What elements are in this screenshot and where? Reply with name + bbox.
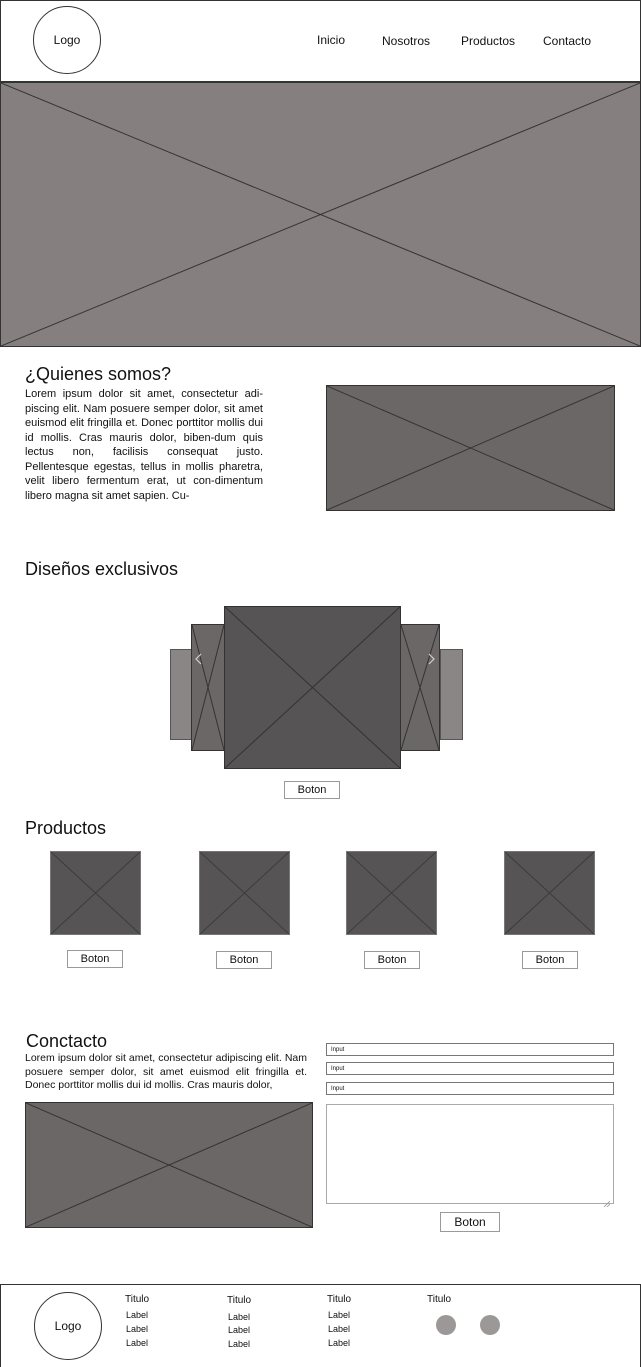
footer-link[interactable]: Label	[228, 1339, 251, 1349]
carousel-slide-far-right	[440, 649, 463, 740]
footer-link[interactable]: Label	[328, 1338, 351, 1348]
contact-input-3[interactable]: Input	[326, 1082, 614, 1095]
contact-input-1[interactable]: Input	[326, 1043, 614, 1056]
product-button[interactable]: Boton	[522, 951, 578, 969]
contact-textarea[interactable]	[326, 1104, 614, 1208]
product-image	[199, 851, 290, 935]
footer-logo[interactable]: Logo	[34, 1292, 102, 1360]
product-button[interactable]: Boton	[216, 951, 272, 969]
about-image	[326, 385, 615, 511]
footer-link[interactable]: Label	[328, 1324, 351, 1334]
nav-inicio[interactable]: Inicio	[317, 33, 346, 47]
logo-text: Logo	[53, 33, 81, 47]
products-title: Productos	[25, 818, 107, 838]
social-icon[interactable]	[436, 1315, 456, 1335]
carousel-main-slide[interactable]	[224, 606, 401, 769]
header	[0, 0, 641, 82]
contact-submit-button[interactable]: Boton	[440, 1212, 500, 1232]
product-image	[346, 851, 437, 935]
product-image	[504, 851, 595, 935]
contact-text: Lorem ipsum dolor sit amet, consectetur …	[25, 1052, 307, 1091]
footer-link[interactable]: Label	[126, 1324, 149, 1334]
contact-input-2[interactable]: Input	[326, 1062, 614, 1075]
footer-column-title: Titulo	[327, 1294, 352, 1305]
contact-image	[25, 1102, 313, 1228]
footer-column-title: Titulo	[427, 1294, 452, 1305]
nav-nosotros[interactable]: Nosotros	[382, 34, 431, 48]
designs-button[interactable]: Boton	[284, 781, 340, 799]
footer-link[interactable]: Label	[126, 1338, 149, 1348]
about-title: ¿Quienes somos?	[25, 364, 172, 384]
social-icon[interactable]	[480, 1315, 500, 1335]
resize-handle-icon[interactable]	[603, 1194, 611, 1208]
product-button[interactable]: Boton	[364, 951, 420, 969]
nav-productos[interactable]: Productos	[461, 34, 516, 48]
footer-link[interactable]: Label	[228, 1312, 251, 1322]
footer-column-title: Titulo	[125, 1294, 150, 1305]
carousel-slide-left[interactable]	[191, 624, 225, 751]
footer-link[interactable]: Label	[126, 1310, 149, 1320]
footer-link[interactable]: Label	[328, 1310, 351, 1320]
footer-column-title: Titulo	[227, 1295, 252, 1306]
carousel-slide-right[interactable]	[400, 624, 440, 751]
chevron-left-icon[interactable]	[193, 652, 205, 666]
footer-logo-text: Logo	[54, 1319, 82, 1333]
hero-image	[0, 82, 641, 347]
nav-contacto[interactable]: Contacto	[543, 34, 592, 48]
logo[interactable]: Logo	[33, 6, 101, 74]
chevron-right-icon[interactable]	[425, 652, 437, 666]
product-image	[50, 851, 141, 935]
carousel-slide-far-left	[170, 649, 192, 740]
contact-title: Conctacto	[26, 1031, 108, 1051]
footer-link[interactable]: Label	[228, 1325, 251, 1335]
product-button[interactable]: Boton	[67, 950, 123, 968]
footer	[0, 1284, 641, 1367]
designs-title: Diseños exclusivos	[25, 559, 179, 579]
about-text: Lorem ipsum dolor sit amet, consectetur …	[25, 388, 263, 502]
